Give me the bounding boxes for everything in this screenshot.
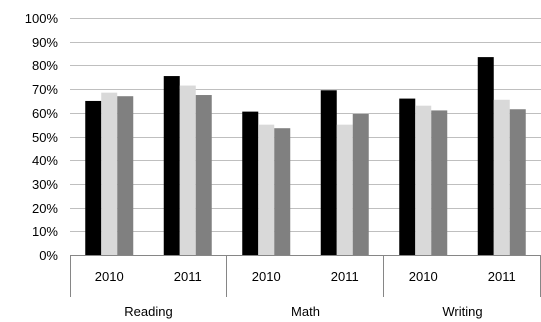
bar [163, 76, 180, 255]
y-tick-label: 30% [32, 177, 58, 192]
y-axis-tick-labels: 0% 10% 20% 30% 40% 50% 60% 70% 80% 90% 100% [25, 11, 59, 263]
category-label: 2010 [409, 269, 438, 284]
category-label: 2011 [331, 269, 359, 284]
y-tick-label: 60% [32, 106, 58, 121]
bar [320, 90, 337, 255]
bar [431, 110, 448, 256]
bar [195, 95, 212, 256]
bar [336, 124, 353, 256]
category-label: 2010 [95, 269, 124, 284]
y-tick-label: 100% [25, 11, 59, 26]
bar [258, 124, 275, 256]
gridlines [70, 18, 541, 232]
y-tick-label: 80% [32, 58, 58, 73]
bar [352, 113, 369, 255]
category-label: 2011 [174, 269, 202, 284]
category-label: 2010 [252, 269, 281, 284]
bar [85, 100, 102, 255]
bar [477, 57, 494, 256]
bar [274, 128, 291, 255]
y-tick-label: 50% [32, 130, 58, 145]
y-tick-label: 10% [32, 224, 58, 239]
bar [117, 96, 134, 256]
bar [179, 85, 196, 255]
bar [101, 92, 118, 255]
bar [399, 98, 416, 255]
group-label: Math [291, 304, 320, 319]
group-label: Writing [442, 304, 482, 319]
bar [493, 99, 510, 255]
y-tick-label: 20% [32, 201, 58, 216]
category-label: 2011 [488, 269, 516, 284]
bars [85, 57, 526, 256]
group-label: Reading [124, 304, 172, 319]
y-tick-label: 0% [39, 248, 58, 263]
bar [242, 111, 259, 256]
y-tick-label: 90% [32, 35, 58, 50]
bar [415, 105, 432, 255]
y-tick-label: 40% [32, 153, 58, 168]
y-tick-label: 70% [32, 82, 58, 97]
bar [509, 109, 526, 256]
x-axis: 2010 2011 2010 2011 2010 2011 Reading Math Writi… [70, 255, 541, 319]
